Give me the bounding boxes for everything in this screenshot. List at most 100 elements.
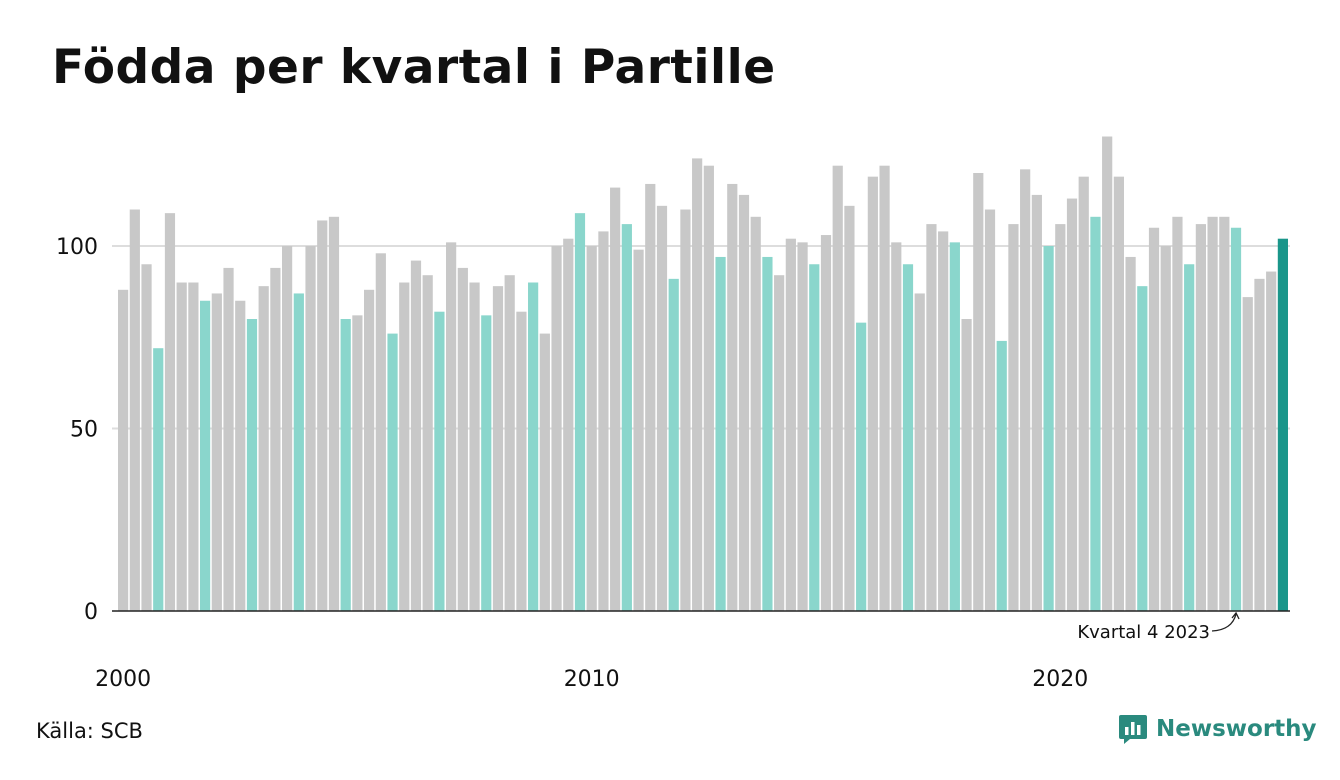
bar-2004-q2 xyxy=(317,220,328,611)
bar-2020-q2 xyxy=(1066,198,1078,612)
bar-2022-q3 xyxy=(1172,216,1183,612)
bar-2005-q3 xyxy=(375,253,386,612)
bar-2015-q2 xyxy=(832,165,843,611)
bar-2006-q4 xyxy=(434,311,445,611)
y-tick-label-100: 100 xyxy=(56,235,98,260)
annotation-arrow xyxy=(1211,611,1240,632)
bar-2009-q4 xyxy=(574,213,586,611)
bar-2007-q2 xyxy=(457,267,468,611)
bar-2021-q1 xyxy=(1102,136,1113,611)
bar-2017-q2 xyxy=(926,224,937,611)
bar-2017-q3 xyxy=(938,231,949,611)
bar-2005-q4 xyxy=(387,333,398,611)
bar-2014-q3 xyxy=(797,242,808,611)
bar-2016-q3 xyxy=(891,242,902,611)
bar-2011-q2 xyxy=(645,183,656,611)
bar-2009-q3 xyxy=(563,238,574,611)
bar-2014-q4 xyxy=(809,264,820,611)
annotation: Kvartal 4 2023 xyxy=(1077,611,1240,643)
bar-2002-q3 xyxy=(235,300,246,611)
x-axis-ticks: 2000 2010 2020 xyxy=(95,667,1088,692)
bar-2020-q1 xyxy=(1055,224,1066,611)
bar-2019-q4 xyxy=(1043,246,1054,611)
bar-2000-q4 xyxy=(153,348,164,611)
bar-2013-q3 xyxy=(750,216,761,612)
bar-2009-q1 xyxy=(539,333,550,611)
bar-2000-q3 xyxy=(141,264,152,611)
bar-2004-q1 xyxy=(305,246,316,611)
bar-2002-q4 xyxy=(246,319,258,611)
bar-2021-q3 xyxy=(1125,256,1136,611)
bar-2023-q2 xyxy=(1207,216,1218,612)
bar-2022-q1 xyxy=(1148,227,1160,611)
bar-2017-q4 xyxy=(949,242,960,611)
chart-title: Födda per kvartal i Partille xyxy=(52,40,776,95)
bar-2000-q1 xyxy=(118,289,129,611)
x-tick-label-2000: 2000 xyxy=(95,667,151,692)
bar-2010-q2 xyxy=(598,231,609,611)
bar-2010-q4 xyxy=(621,224,632,611)
bar-2012-q3 xyxy=(703,165,714,611)
bar-2016-q2 xyxy=(879,165,890,611)
bar-2019-q3 xyxy=(1031,194,1042,611)
bar-2021-q2 xyxy=(1113,176,1124,611)
bar-2013-q4 xyxy=(762,256,773,611)
bar-2006-q2 xyxy=(410,260,422,611)
bar-2020-q3 xyxy=(1078,176,1089,611)
bar-2024-q1 xyxy=(1242,297,1253,611)
bar-2006-q3 xyxy=(422,275,433,611)
bar-2004-q3 xyxy=(328,216,340,612)
y-axis-ticks: 0 50 100 xyxy=(56,235,98,625)
bar-2022-q2 xyxy=(1160,246,1171,611)
bar-2015-q3 xyxy=(844,205,855,611)
bar-2019-q1 xyxy=(1008,224,1019,611)
bars xyxy=(118,136,1288,612)
bar-2017-q1 xyxy=(914,293,925,611)
bar-2005-q2 xyxy=(364,289,375,611)
bar-2015-q4 xyxy=(856,322,867,611)
bar-2011-q3 xyxy=(656,205,668,611)
x-tick-label-2010: 2010 xyxy=(564,667,620,692)
bar-2003-q2 xyxy=(270,267,281,611)
bar-2000-q2 xyxy=(129,209,140,611)
bar-2024-q3 xyxy=(1266,271,1277,611)
bar-2019-q2 xyxy=(1020,169,1031,611)
bar-2001-q2 xyxy=(176,282,187,611)
chart-logo-icon xyxy=(1119,715,1147,744)
bar-2014-q1 xyxy=(774,275,785,611)
bar-2018-q2 xyxy=(973,173,984,611)
bar-2018-q1 xyxy=(961,319,972,611)
bar-2003-q4 xyxy=(293,293,304,611)
bar-2018-q4 xyxy=(996,340,1007,611)
bar-2003-q1 xyxy=(258,286,269,611)
bar-2012-q2 xyxy=(692,158,703,611)
bar-2008-q3 xyxy=(516,311,527,611)
bar-2009-q2 xyxy=(551,246,562,611)
bar-2011-q4 xyxy=(668,278,679,611)
bar-2016-q1 xyxy=(867,176,878,611)
bar-2015-q1 xyxy=(820,235,832,612)
bar-2008-q2 xyxy=(504,275,515,611)
bar-2008-q1 xyxy=(492,286,504,611)
bar-2023-q1 xyxy=(1195,224,1206,611)
bar-2018-q3 xyxy=(984,209,996,611)
bar-2020-q4 xyxy=(1090,216,1101,612)
bar-2010-q3 xyxy=(610,187,621,611)
bar-2011-q1 xyxy=(633,249,644,611)
x-tick-label-2020: 2020 xyxy=(1032,667,1088,692)
bar-2001-q4 xyxy=(200,300,211,611)
bar-2003-q3 xyxy=(282,246,293,611)
bar-2007-q3 xyxy=(469,282,480,611)
bar-2023-q4 xyxy=(1230,227,1242,611)
bar-2001-q3 xyxy=(188,282,199,611)
bar-2012-q1 xyxy=(680,209,691,611)
bar-2010-q1 xyxy=(586,246,597,611)
bar-2013-q1 xyxy=(727,183,738,611)
y-tick-label-0: 0 xyxy=(84,600,98,625)
bar-2008-q4 xyxy=(528,282,539,611)
bar-2024-q2 xyxy=(1254,278,1265,611)
bar-2024-q4 xyxy=(1277,238,1288,611)
brand-name: Newsworthy xyxy=(1156,716,1317,742)
bar-2007-q1 xyxy=(446,242,457,611)
bar-2023-q3 xyxy=(1219,216,1230,612)
